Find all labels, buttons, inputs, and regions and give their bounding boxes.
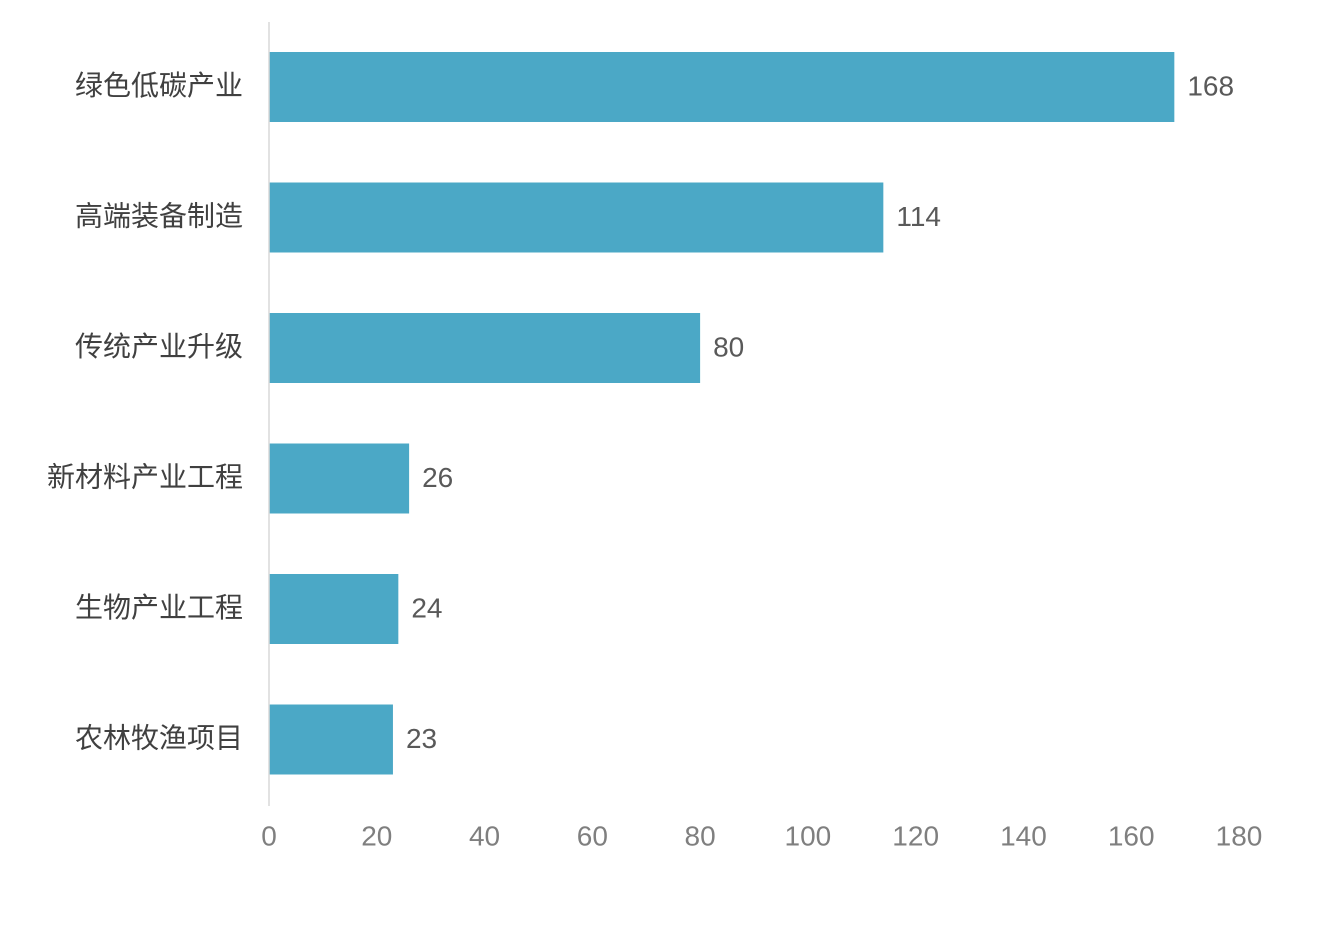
category-label-4: 新材料产业工程 [47,461,243,494]
labels-layer: 绿色低碳产业 168 高端装备制造 114 传统产业升级 80 新材料产业工程 26 生物产业工… [47,69,1234,755]
x-tick-label-100: 100 [785,820,832,851]
category-label-1: 绿色低碳产业 [75,69,243,102]
bar-5 [269,574,399,644]
x-tick-label-160: 160 [1108,820,1155,851]
category-label-3: 传统产业升级 [75,330,243,363]
bar-1 [269,52,1175,122]
bar-3 [269,313,701,383]
data-label-3: 80 [713,331,744,362]
bars-layer [269,52,1175,775]
category-label-6: 农林牧渔项目 [75,722,243,755]
x-tick-label-0: 0 [261,820,277,851]
data-label-5: 24 [411,592,442,623]
category-label-2: 高端装备制造 [75,200,243,233]
x-tick-label-40: 40 [469,820,500,851]
data-label-2: 114 [896,201,941,232]
x-tick-label-140: 140 [1000,820,1047,851]
data-label-4: 26 [422,462,453,493]
data-label-1: 168 [1187,70,1234,101]
bar-4 [269,443,410,514]
x-tick-label-180: 180 [1216,820,1263,851]
bar-2 [269,182,884,253]
x-tick-label-80: 80 [685,820,716,851]
x-tick-label-120: 120 [892,820,939,851]
axis-layer: 0 20 40 60 80 100 120 140 160 180 [261,22,1262,851]
category-label-5: 生物产业工程 [75,591,243,624]
x-tick-label-20: 20 [361,820,392,851]
x-tick-label-60: 60 [577,820,608,851]
bar-6 [269,704,393,775]
data-label-6: 23 [406,723,437,754]
